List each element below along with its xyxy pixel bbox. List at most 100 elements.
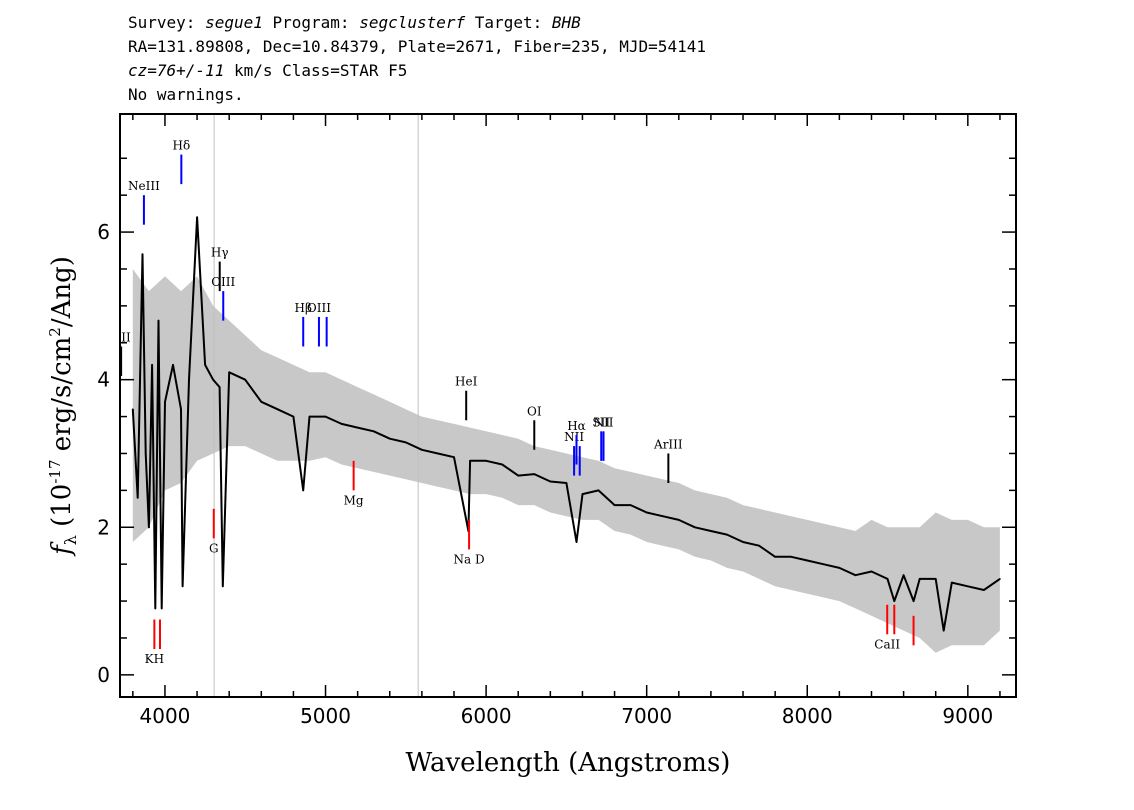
spectrum-series-0 [131, 216, 1001, 632]
spectrum-point [228, 371, 230, 374]
emission-line-label-0: OII [111, 330, 131, 344]
header-line-1: Survey: segue1 Program: segclusterf Targ… [128, 12, 581, 34]
spectrum-point [806, 559, 809, 562]
spectrum-point [485, 460, 487, 462]
emission-line-label-3: Hγ [211, 246, 229, 260]
spectrum-point [151, 364, 153, 366]
spectrum-point [244, 378, 247, 381]
spectrum-point [934, 578, 937, 580]
spectrum-point [302, 489, 305, 492]
spectrum-point [533, 473, 536, 475]
spectrum-point [942, 629, 945, 632]
absorption-line-label-4: Na D [454, 552, 485, 566]
header-survey-key: Survey: [128, 13, 206, 32]
header-line-2: RA=131.89808, Dec=10.84379, Plate=2671, … [128, 37, 706, 56]
spectrum-point [276, 408, 279, 410]
header-target-value: BHB [551, 13, 581, 32]
spectrum-point [983, 589, 985, 591]
header-class: km/s Class=STAR F5 [224, 61, 408, 80]
spectrum-point [790, 555, 792, 558]
emission-line-label-4: OIII [211, 275, 235, 289]
spectrum-point [405, 441, 407, 444]
spectrum-point [144, 452, 147, 455]
header-cz: cz=76+/-11 [128, 61, 225, 80]
spectrum-point [581, 493, 584, 495]
spectrum-point [918, 578, 921, 580]
spectrum-point [854, 574, 857, 577]
emission-line-label-6: OIII [307, 301, 331, 315]
emission-line-label-9: OI [527, 404, 542, 418]
spectrum-point [575, 541, 578, 543]
spectrum-point [212, 378, 214, 381]
spectrum-point [870, 570, 873, 573]
x-tick-label: 4000 [140, 704, 191, 728]
spectrum-point [160, 607, 163, 610]
spectrum-point [188, 378, 190, 381]
spectrum-point [157, 319, 160, 322]
spectrum-point [677, 519, 680, 521]
x-axis-title: Wavelength (Angstroms) [406, 748, 731, 778]
spectrum-point [421, 448, 423, 451]
spectrum-point [164, 401, 166, 403]
spectrum-point [154, 607, 157, 610]
spectrum-point [597, 489, 600, 492]
emission-line-label-10: NII [564, 430, 584, 444]
y-tick-label: 0 [97, 663, 110, 687]
absorption-line-label-3: Mg [344, 493, 364, 507]
spectrum-point [136, 496, 139, 499]
spectrum-point [758, 544, 760, 547]
spectrum-point [912, 600, 915, 602]
spectrum-point [372, 430, 375, 433]
emission-line-label-13: SII [592, 415, 610, 429]
spectrum-point [260, 401, 263, 403]
spectrum-point [886, 578, 889, 580]
spectrum-point [774, 555, 776, 558]
header-line-3: cz=76+/-11 km/s Class=STAR F5 [128, 60, 407, 82]
spectrum-point [204, 364, 206, 366]
spectrum-point [196, 216, 198, 219]
spectrum-point [893, 600, 896, 602]
spectrum-point [710, 530, 712, 532]
spectrum-point [308, 415, 311, 418]
spectrum-point [517, 474, 520, 477]
spectrum-point [661, 515, 664, 517]
spectrum-point [565, 482, 568, 484]
spectrum-point [340, 423, 343, 425]
plot-frame [119, 113, 1017, 698]
emission-line-label-1: NeIII [128, 179, 160, 193]
x-tick-label: 6000 [461, 704, 512, 728]
spectrum-point [292, 415, 295, 418]
x-tick-label: 8000 [782, 704, 833, 728]
spectrum-point [453, 456, 455, 458]
spectrum-point [613, 504, 616, 506]
spectrum-point [902, 574, 905, 577]
spectrum-point [645, 511, 648, 514]
spectrum-point [437, 452, 439, 455]
x-tick-label: 5000 [300, 704, 351, 728]
spectrum-point [822, 563, 825, 565]
spectrum-point [141, 253, 144, 256]
y-tick-label: 2 [97, 515, 110, 539]
spectrum-point [838, 567, 841, 569]
spectrum-point [469, 460, 471, 462]
absorption-line-label-5: CaII [874, 637, 900, 651]
y-axis-title: fλ (10-17 erg/s/cm2/Ang) [46, 256, 80, 557]
spectrum-point [726, 533, 728, 536]
spectrum-point [742, 541, 744, 543]
spectrum-point [324, 415, 327, 418]
spectrum-point [629, 504, 632, 506]
emission-line-label-2: Hδ [172, 139, 190, 153]
uncertainty-band [132, 269, 1000, 653]
y-tick-label: 6 [97, 220, 110, 244]
spectrum-point [148, 526, 150, 529]
spectrum-point [549, 480, 552, 483]
header-line-4: No warnings. [128, 85, 244, 104]
spectrum-point [694, 526, 696, 529]
absorption-line-label-0: KH [145, 652, 164, 666]
header-program-key: Program: [262, 13, 360, 32]
spectrum-point [356, 426, 359, 429]
header-target-key: Target: [465, 13, 552, 32]
spectrum-point [221, 585, 224, 588]
